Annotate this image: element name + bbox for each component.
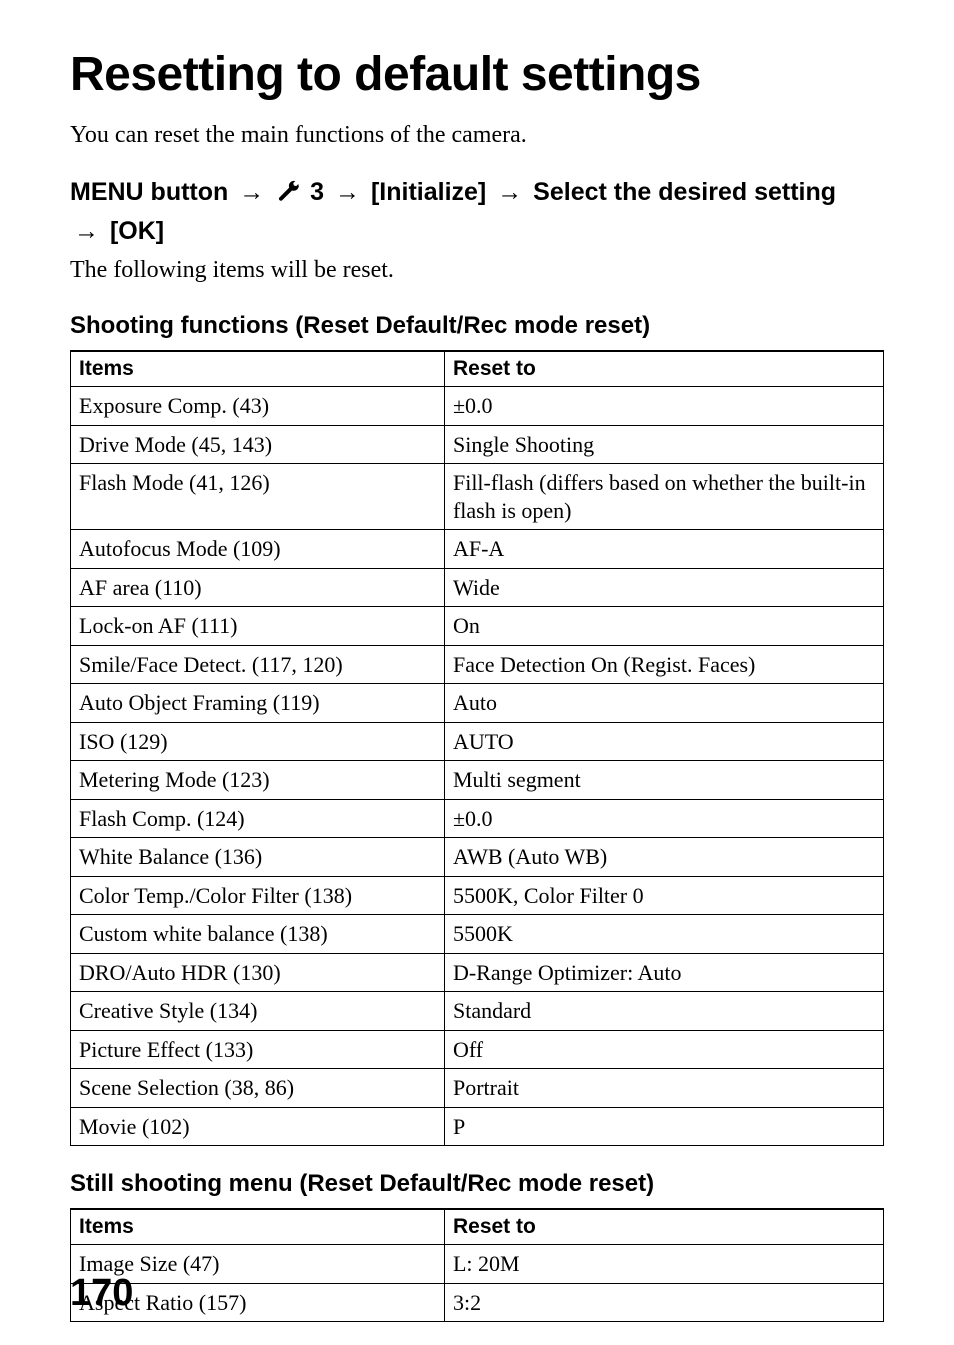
table-cell-item: Creative Style (134) [71,992,445,1031]
arrow-icon: → [74,213,99,249]
table-cell-reset: Off [444,1030,883,1069]
table-row: Metering Mode (123)Multi segment [71,761,884,800]
table-cell-item: Metering Mode (123) [71,761,445,800]
table-row: Picture Effect (133)Off [71,1030,884,1069]
wrench-icon [277,177,301,213]
table-cell-reset: AWB (Auto WB) [444,838,883,877]
table-cell-reset: Auto [444,684,883,723]
table-cell-item: Lock-on AF (111) [71,607,445,646]
shooting-functions-table: Items Reset to Exposure Comp. (43)±0.0Dr… [70,350,884,1146]
table-cell-reset: Portrait [444,1069,883,1108]
table-row: DRO/Auto HDR (130)D-Range Optimizer: Aut… [71,953,884,992]
table-cell-item: Flash Mode (41, 126) [71,464,445,530]
table-row: Color Temp./Color Filter (138)5500K, Col… [71,876,884,915]
table-cell-item: ISO (129) [71,722,445,761]
menu-path-part4: Select the desired setting [533,178,836,206]
table-cell-reset: Multi segment [444,761,883,800]
table-row: Movie (102)P [71,1107,884,1146]
menu-path-part2: 3 [310,178,324,206]
table-row: Drive Mode (45, 143)Single Shooting [71,425,884,464]
table-header-items: Items [71,1209,445,1245]
table-cell-reset: AF-A [444,530,883,569]
table-row: AF area (110)Wide [71,568,884,607]
table-header-row: Items Reset to [71,1209,884,1245]
table-header-row: Items Reset to [71,351,884,387]
menu-path-part1: MENU button [70,178,228,206]
still-shooting-table: Items Reset to Image Size (47)L: 20MAspe… [70,1208,884,1322]
table-row: White Balance (136)AWB (Auto WB) [71,838,884,877]
table-row: Smile/Face Detect. (117, 120)Face Detect… [71,645,884,684]
table-cell-reset: 3:2 [444,1283,883,1322]
table-row: Creative Style (134)Standard [71,992,884,1031]
table-cell-item: White Balance (136) [71,838,445,877]
arrow-icon: → [497,174,522,210]
page-title: Resetting to default settings [70,50,884,100]
table-cell-reset: ±0.0 [444,799,883,838]
menu-path-part3: [Initialize] [371,178,486,206]
table-cell-item: Drive Mode (45, 143) [71,425,445,464]
table-cell-reset: ±0.0 [444,387,883,426]
table-cell-reset: P [444,1107,883,1146]
page-number: 170 [70,1272,133,1315]
menu-path-part5: [OK] [110,217,164,245]
table-cell-reset: L: 20M [444,1245,883,1284]
table-row: Lock-on AF (111)On [71,607,884,646]
table-row: Custom white balance (138)5500K [71,915,884,954]
table-cell-item: Scene Selection (38, 86) [71,1069,445,1108]
table-cell-item: Exposure Comp. (43) [71,387,445,426]
table-cell-reset: 5500K, Color Filter 0 [444,876,883,915]
table-cell-item: Movie (102) [71,1107,445,1146]
table-cell-item: Color Temp./Color Filter (138) [71,876,445,915]
table-row: Auto Object Framing (119)Auto [71,684,884,723]
menu-path: MENU button → 3 → [Initialize] → Select … [70,174,884,250]
table-cell-item: Smile/Face Detect. (117, 120) [71,645,445,684]
table-cell-item: DRO/Auto HDR (130) [71,953,445,992]
table-cell-item: Picture Effect (133) [71,1030,445,1069]
table-cell-item: Auto Object Framing (119) [71,684,445,723]
table-row: Autofocus Mode (109)AF-A [71,530,884,569]
table-cell-reset: Single Shooting [444,425,883,464]
table-cell-reset: Fill-flash (differs based on whether the… [444,464,883,530]
table-header-resetto: Reset to [444,1209,883,1245]
table-cell-reset: Face Detection On (Regist. Faces) [444,645,883,684]
table-cell-reset: Wide [444,568,883,607]
table-row: Image Size (47)L: 20M [71,1245,884,1284]
table-cell-reset: Standard [444,992,883,1031]
table-header-items: Items [71,351,445,387]
table-cell-item: Flash Comp. (124) [71,799,445,838]
table-cell-item: Custom white balance (138) [71,915,445,954]
table-row: Aspect Ratio (157)3:2 [71,1283,884,1322]
table-row: Flash Comp. (124)±0.0 [71,799,884,838]
section-heading-still: Still shooting menu (Reset Default/Rec m… [70,1170,884,1198]
table-cell-reset: On [444,607,883,646]
table-cell-item: Autofocus Mode (109) [71,530,445,569]
table-row: ISO (129)AUTO [71,722,884,761]
table-cell-reset: AUTO [444,722,883,761]
intro-paragraph: You can reset the main functions of the … [70,120,884,151]
arrow-icon: → [239,174,264,210]
table-row: Exposure Comp. (43)±0.0 [71,387,884,426]
section-heading-shooting: Shooting functions (Reset Default/Rec mo… [70,312,884,340]
arrow-icon: → [335,174,360,210]
document-page: Resetting to default settings You can re… [0,0,954,1345]
table-header-resetto: Reset to [444,351,883,387]
table-cell-reset: 5500K [444,915,883,954]
followup-paragraph: The following items will be reset. [70,257,884,284]
table-cell-item: AF area (110) [71,568,445,607]
table-row: Flash Mode (41, 126)Fill-flash (differs … [71,464,884,530]
table-row: Scene Selection (38, 86)Portrait [71,1069,884,1108]
table-cell-reset: D-Range Optimizer: Auto [444,953,883,992]
